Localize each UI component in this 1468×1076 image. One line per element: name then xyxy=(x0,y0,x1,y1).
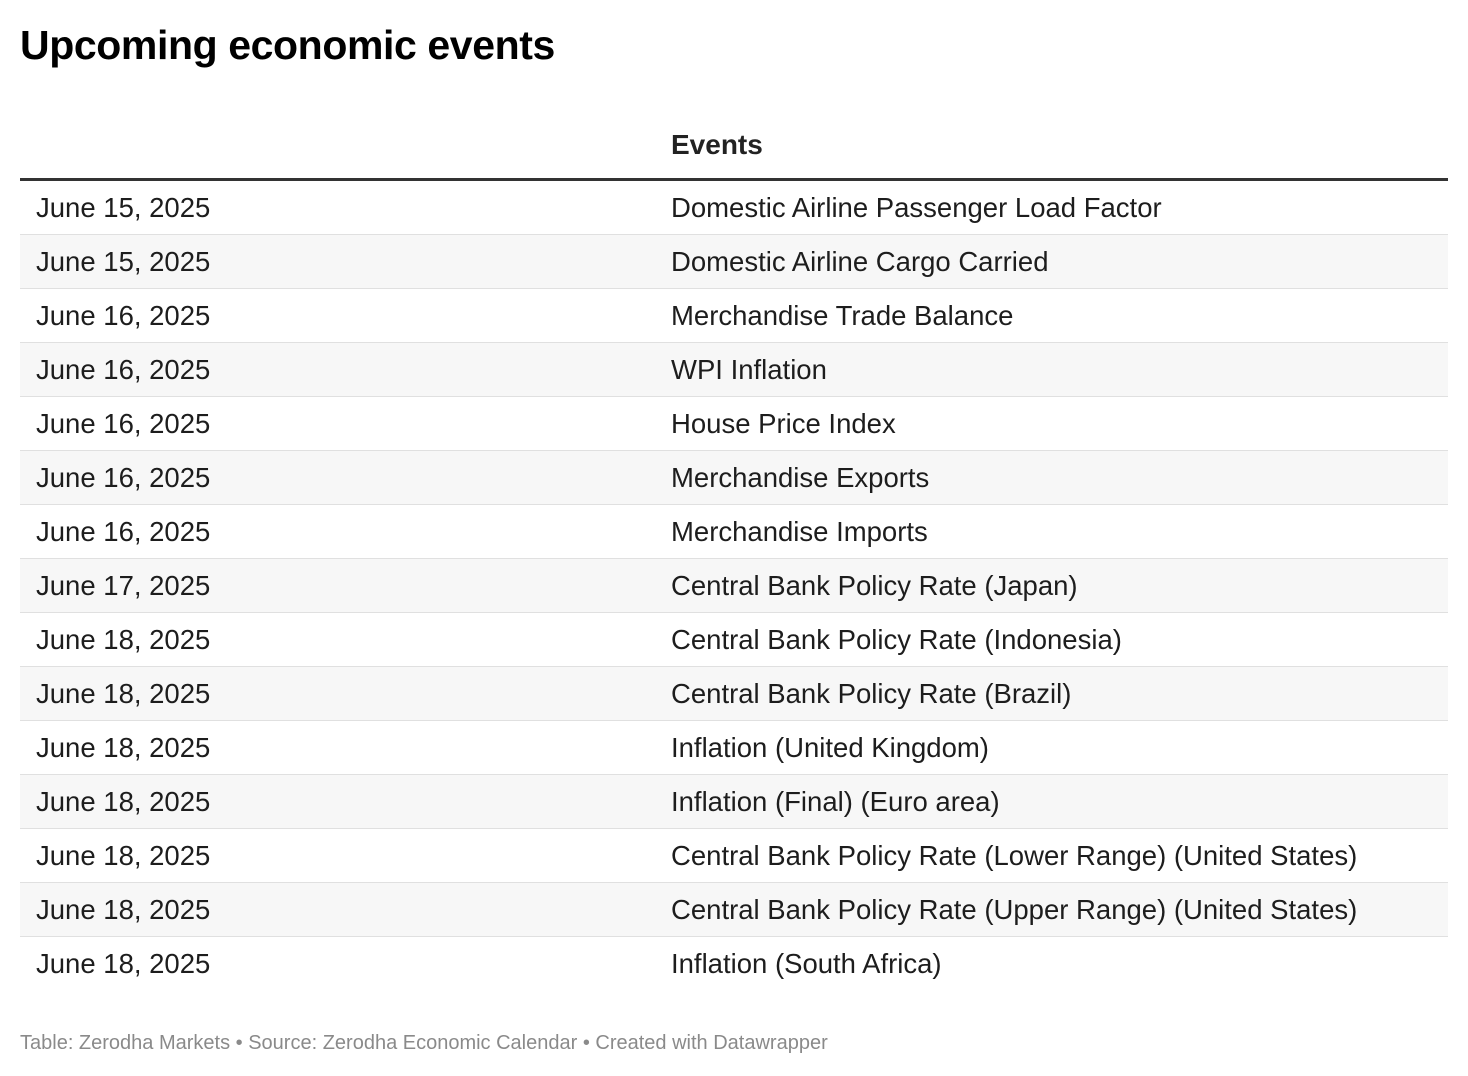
event-date-cell: June 18, 2025 xyxy=(20,720,655,775)
table-row: June 16, 2025 Merchandise Exports xyxy=(20,450,1448,505)
table-row: June 18, 2025 Central Bank Policy Rate (U… xyxy=(20,882,1448,937)
event-date-cell: June 18, 2025 xyxy=(20,774,655,829)
event-name-cell: House Price Index xyxy=(655,396,1448,451)
table-row: June 18, 2025 Central Bank Policy Rate (L… xyxy=(20,828,1448,883)
table-header: Events xyxy=(20,112,1448,181)
table-row: June 16, 2025 WPI Inflation xyxy=(20,342,1448,397)
event-date-cell: June 18, 2025 xyxy=(36,947,211,979)
event-name-cell: Domestic Airline Cargo Carried xyxy=(655,234,1448,289)
events-table-container: Events June 15, 2025 Domestic Airline Pas… xyxy=(20,112,1448,990)
event-name-cell: Merchandise Exports xyxy=(655,450,1448,505)
event-name-cell: Inflation (United Kingdom) xyxy=(655,720,1448,775)
event-date-cell: June 15, 2025 xyxy=(20,179,655,235)
events-table: Events June 15, 2025 Domestic Airline Pas… xyxy=(20,112,1448,990)
event-name-cell: Domestic Airline Passenger Load Factor xyxy=(655,179,1448,235)
event-date-cell: June 16, 2025 xyxy=(20,450,655,505)
event-date-cell: June 16, 2025 xyxy=(20,504,655,559)
table-row: June 18, 2025 Central Bank Policy Rate (B… xyxy=(20,666,1448,721)
table-footer-credits: Table: Zerodha Markets • Source: Zerodha… xyxy=(20,1032,828,1054)
event-date-cell: June 18, 2025 xyxy=(20,666,655,721)
event-name-cell: Central Bank Policy Rate (Brazil) xyxy=(655,666,1448,721)
table-body: June 15, 2025 Domestic Airline Passenger … xyxy=(20,179,1448,991)
table-row: June 18, 2025 Inflation (South Africa) xyxy=(20,937,1448,991)
event-name-cell: Central Bank Policy Rate (Indonesia) xyxy=(655,612,1448,667)
event-date-cell: June 18, 2025 xyxy=(20,828,655,883)
event-name-cell: Merchandise Trade Balance xyxy=(655,288,1448,343)
table-row: June 15, 2025 Domestic Airline Cargo Carr… xyxy=(20,234,1448,289)
table-row: June 18, 2025 Inflation (Final) (Euro are… xyxy=(20,774,1448,829)
event-date-cell: June 16, 2025 xyxy=(20,288,655,343)
table-row: June 16, 2025 Merchandise Imports xyxy=(20,504,1448,559)
event-name-cell: Central Bank Policy Rate (Japan) xyxy=(655,558,1448,613)
event-name-cell: Merchandise Imports xyxy=(655,504,1448,559)
header-row: Events xyxy=(20,112,1448,181)
table-row: June 18, 2025 Central Bank Policy Rate (I… xyxy=(20,612,1448,667)
event-date-cell: June 18, 2025 xyxy=(20,612,655,667)
events-column-header[interactable]: Events xyxy=(655,112,1448,181)
event-date-cell: June 17, 2025 xyxy=(20,558,655,613)
table-row: June 15, 2025 Domestic Airline Passenger … xyxy=(20,179,1448,235)
table-row: June 16, 2025 Merchandise Trade Balance xyxy=(20,288,1448,343)
event-date-cell: June 16, 2025 xyxy=(20,342,655,397)
event-name-cell: WPI Inflation xyxy=(655,342,1448,397)
event-date-cell: June 18, 2025 xyxy=(20,882,655,937)
event-name-cell: Central Bank Policy Rate (Upper Range) (… xyxy=(655,882,1448,937)
event-date-cell: June 16, 2025 xyxy=(20,396,655,451)
event-name-cell: Inflation (Final) (Euro area) xyxy=(655,774,1448,829)
event-name-cell: Central Bank Policy Rate (Lower Range) (… xyxy=(655,828,1448,883)
table-row: June 17, 2025 Central Bank Policy Rate (J… xyxy=(20,558,1448,613)
date-column-header[interactable] xyxy=(20,112,655,181)
table-row: June 16, 2025 House Price Index xyxy=(20,396,1448,451)
event-name-cell: Inflation (South Africa) xyxy=(671,947,942,979)
table-row: June 18, 2025 Inflation (United Kingdom) xyxy=(20,720,1448,775)
event-date-cell: June 15, 2025 xyxy=(20,234,655,289)
page-title: Upcoming economic events xyxy=(20,22,555,68)
